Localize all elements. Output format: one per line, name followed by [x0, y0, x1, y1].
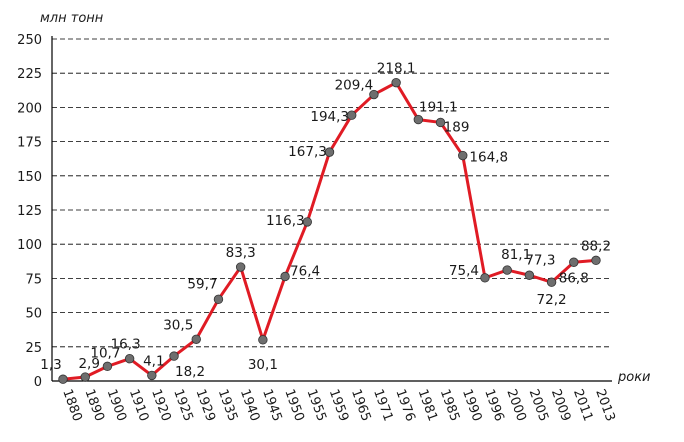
- x-tick-labels: 1880189019001910192019251929193519401945…: [59, 387, 617, 423]
- x-axis-label: роки: [617, 370, 651, 385]
- data-point: [347, 110, 357, 120]
- data-point: [124, 354, 135, 364]
- data-label: 4,1: [143, 353, 164, 369]
- data-point: [524, 270, 535, 280]
- data-label: 86,8: [559, 270, 589, 286]
- data-point: [302, 217, 312, 227]
- data-point: [147, 370, 157, 381]
- data-label: 194,3: [310, 109, 349, 125]
- data-point: [258, 335, 268, 345]
- data-label: 191,1: [419, 100, 458, 116]
- y-tick-label: 175: [17, 136, 42, 151]
- data-point: [169, 351, 179, 361]
- data-point: [102, 361, 113, 372]
- data-label: 2,9: [78, 356, 99, 372]
- data-label: 164,8: [469, 150, 508, 166]
- data-label: 81,1: [501, 247, 531, 263]
- data-point: [369, 89, 379, 100]
- data-label: 209,4: [335, 78, 374, 94]
- data-point: [80, 372, 90, 382]
- data-labels: 1,3 2,910,716,34,1 18,2 30,5 59,7 83,3 30,1 76,…: [40, 61, 611, 380]
- data-label: 10,7: [90, 345, 120, 361]
- data-label: 16,3: [111, 337, 141, 353]
- y-tick-label: 25: [25, 341, 42, 356]
- data-label: 1,3: [40, 357, 61, 373]
- data-label: 72,2: [537, 292, 567, 308]
- data-label: 167,3: [288, 144, 327, 160]
- y-tick-label: 75: [25, 272, 42, 287]
- y-tick-label: 250: [17, 33, 42, 48]
- data-point: [480, 273, 490, 283]
- data-point: [569, 257, 579, 267]
- data-point: [458, 150, 468, 161]
- x-tick-label: 1880: [59, 387, 84, 423]
- y-tick-label: 125: [17, 204, 42, 219]
- data-point: [191, 334, 201, 344]
- series-line: [62, 81, 597, 381]
- data-label: 30,5: [163, 317, 193, 333]
- y-tick-label: 100: [17, 238, 42, 253]
- data-point: [324, 147, 335, 157]
- data-label: 59,7: [187, 276, 217, 292]
- data-point: [280, 271, 290, 282]
- data-point: [235, 262, 246, 272]
- y-tick-labels: 0 25 50 75 100 125 150 175 200 225 250: [17, 33, 42, 390]
- data-label: 30,1: [248, 357, 278, 373]
- grid-lines: [52, 38, 612, 348]
- data-label: 88,2: [581, 238, 611, 254]
- y-tick-label: 50: [25, 307, 42, 322]
- y-tick-label: 225: [17, 67, 42, 82]
- data-label: 18,2: [175, 364, 205, 380]
- data-markers: [58, 77, 601, 384]
- axes: [51, 36, 612, 382]
- y-tick-label: 150: [17, 170, 42, 185]
- data-point: [213, 294, 224, 305]
- data-label: 83,3: [226, 245, 256, 261]
- data-label: 77,3: [525, 252, 555, 268]
- y-tick-label: 0: [34, 375, 42, 390]
- y-axis-label: млн тонн: [40, 11, 104, 26]
- data-point: [435, 117, 446, 128]
- data-label: 116,3: [266, 213, 305, 229]
- data-point: [413, 114, 424, 125]
- data-point: [502, 265, 512, 275]
- y-tick-label: 200: [17, 101, 42, 116]
- data-label: 75,4: [449, 263, 479, 279]
- data-label: 218,1: [377, 61, 416, 77]
- data-point: [391, 77, 401, 88]
- data-label: 76,4: [290, 263, 320, 279]
- data-point: [546, 277, 557, 287]
- data-point: [591, 255, 601, 266]
- data-point: [58, 374, 68, 384]
- data-label: 189: [444, 119, 470, 135]
